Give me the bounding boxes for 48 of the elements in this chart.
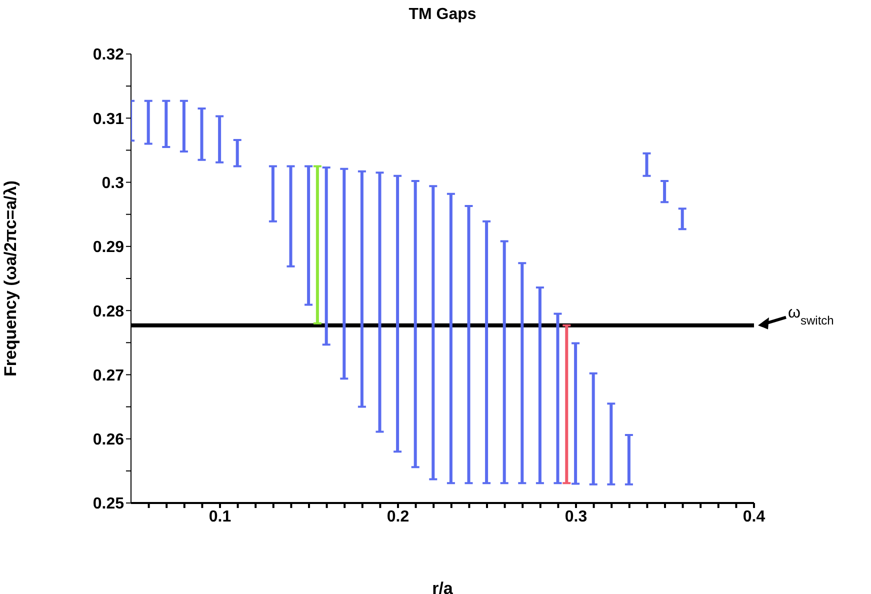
x-tick-label: 0.2 (386, 508, 410, 526)
bar (289, 166, 292, 266)
bar (680, 208, 684, 230)
y-tick-label: 0.27 (92, 367, 124, 384)
bar (663, 181, 666, 202)
y-tick-label: 0.26 (92, 432, 124, 449)
bar (316, 166, 319, 324)
bar (565, 325, 568, 484)
x-tick-label: 0.4 (742, 508, 766, 526)
y-tick-label: 0.32 (92, 46, 124, 64)
bar (378, 172, 382, 432)
bar (645, 153, 648, 176)
bar (146, 100, 150, 144)
x-tick-label: 0.3 (564, 508, 588, 526)
ref-line-label: ω$_{switch}$ (788, 304, 834, 328)
bar (271, 166, 274, 222)
bar (627, 435, 630, 484)
bar (485, 221, 488, 484)
bar (610, 404, 613, 484)
bar (360, 171, 364, 407)
bar (396, 176, 400, 452)
y-tick-label: 0.3 (102, 174, 124, 192)
y-tick-label: 0.28 (92, 303, 124, 320)
y-tick-label: 0.25 (92, 496, 124, 513)
bar (218, 116, 222, 162)
bar (520, 263, 524, 484)
bar (449, 194, 452, 484)
bar (574, 343, 578, 484)
bar (164, 100, 168, 148)
bar (307, 166, 310, 305)
bar (342, 168, 346, 379)
bar (556, 314, 560, 484)
bar (467, 206, 470, 484)
bar (502, 241, 506, 484)
y-axis-title: Frequency (ωa/2πc=a/λ) (1, 180, 20, 377)
bar (324, 168, 328, 345)
x-axis-title: r/a (432, 579, 454, 594)
bar (538, 287, 542, 484)
bar (200, 108, 204, 160)
chart-title: TM Gaps (408, 6, 478, 24)
y-tick-label: 0.31 (92, 110, 124, 128)
bar (414, 181, 417, 468)
bar (592, 373, 595, 484)
bar (432, 186, 435, 480)
bar (236, 140, 239, 166)
bar (182, 100, 186, 152)
x-tick-label: 0.1 (208, 508, 232, 526)
y-tick-label: 0.29 (92, 239, 124, 256)
